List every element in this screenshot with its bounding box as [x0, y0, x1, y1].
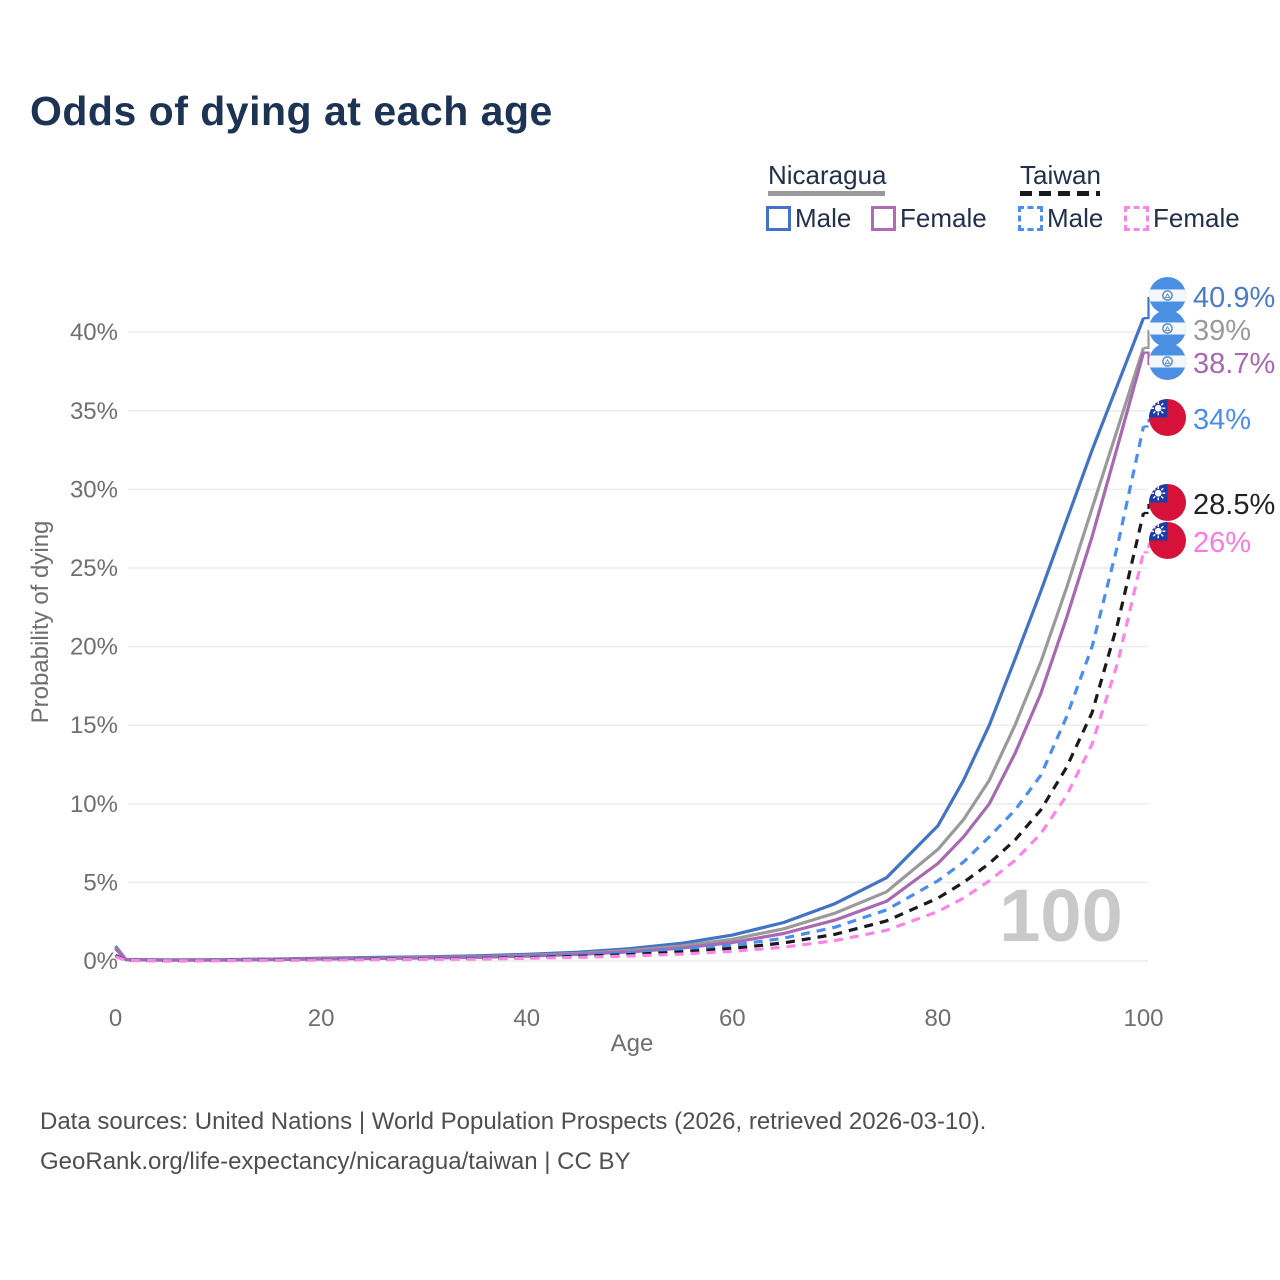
svg-text:Probability of dying: Probability of dying [27, 521, 54, 724]
taiwan-flag-icon [1149, 399, 1186, 441]
legend-group-taiwan: Taiwan [1020, 160, 1101, 190]
end-label-value: 26% [1193, 526, 1252, 559]
svg-text:40: 40 [513, 1005, 540, 1032]
svg-text:35%: 35% [70, 398, 118, 425]
page-title: Odds of dying at each age [30, 88, 553, 134]
end-label-value: 40.9% [1193, 281, 1276, 314]
legend-swatch-nicaragua-female-icon [871, 206, 896, 231]
end-label: 28.5% [1149, 484, 1275, 526]
svg-text:Age: Age [611, 1030, 654, 1057]
legend-item-taiwan-male: Male [1018, 203, 1103, 234]
end-label-value: 28.5% [1193, 488, 1276, 521]
legend-swatch-taiwan-male-icon [1018, 206, 1043, 231]
footer-attribution-line: GeoRank.org/life-expectancy/nicaragua/ta… [40, 1148, 631, 1175]
legend-item-nicaragua-female: Female [871, 203, 987, 234]
svg-text:100: 100 [1123, 1005, 1163, 1032]
legend-underline-taiwan [1020, 191, 1100, 196]
legend-group-nicaragua: Nicaragua [768, 160, 887, 190]
legend-item-label: Female [1153, 203, 1240, 233]
legend-item-label: Male [1047, 203, 1104, 233]
svg-text:15%: 15% [70, 712, 118, 739]
legend-item-nicaragua-male: Male [766, 203, 851, 234]
end-label: 34% [1149, 399, 1251, 441]
svg-text:10%: 10% [70, 791, 118, 818]
footer-source-line: Data sources: United Nations | World Pop… [40, 1108, 987, 1135]
svg-text:40%: 40% [70, 319, 118, 346]
legend-item-taiwan-female: Female [1124, 203, 1240, 234]
svg-text:60: 60 [719, 1005, 746, 1032]
nicaragua-flag-icon [1149, 310, 1186, 352]
legend-swatch-nicaragua-male-icon [766, 206, 791, 231]
legend-item-label: Male [795, 203, 852, 233]
svg-text:25%: 25% [70, 555, 118, 582]
svg-text:0%: 0% [83, 948, 118, 975]
svg-text:80: 80 [925, 1005, 952, 1032]
end-label: 39% [1149, 310, 1251, 352]
legend-underline-nicaragua [768, 191, 885, 196]
end-label: 38.7% [1149, 343, 1275, 385]
svg-text:100: 100 [999, 874, 1122, 957]
end-label-value: 34% [1193, 403, 1252, 436]
end-label-value: 39% [1193, 314, 1252, 347]
nicaragua-flag-icon [1149, 277, 1186, 319]
end-label-value: 38.7% [1193, 347, 1276, 380]
taiwan-flag-icon [1149, 522, 1186, 564]
end-label: 40.9% [1149, 277, 1275, 319]
nicaragua-flag-icon [1149, 343, 1186, 385]
svg-text:20: 20 [308, 1005, 335, 1032]
svg-text:30%: 30% [70, 476, 118, 503]
legend-item-label: Female [900, 203, 987, 233]
svg-text:0: 0 [109, 1005, 122, 1032]
svg-text:5%: 5% [83, 869, 118, 896]
svg-text:20%: 20% [70, 634, 118, 661]
end-label: 26% [1149, 522, 1251, 564]
taiwan-flag-icon [1149, 484, 1186, 526]
legend-swatch-taiwan-female-icon [1124, 206, 1149, 231]
